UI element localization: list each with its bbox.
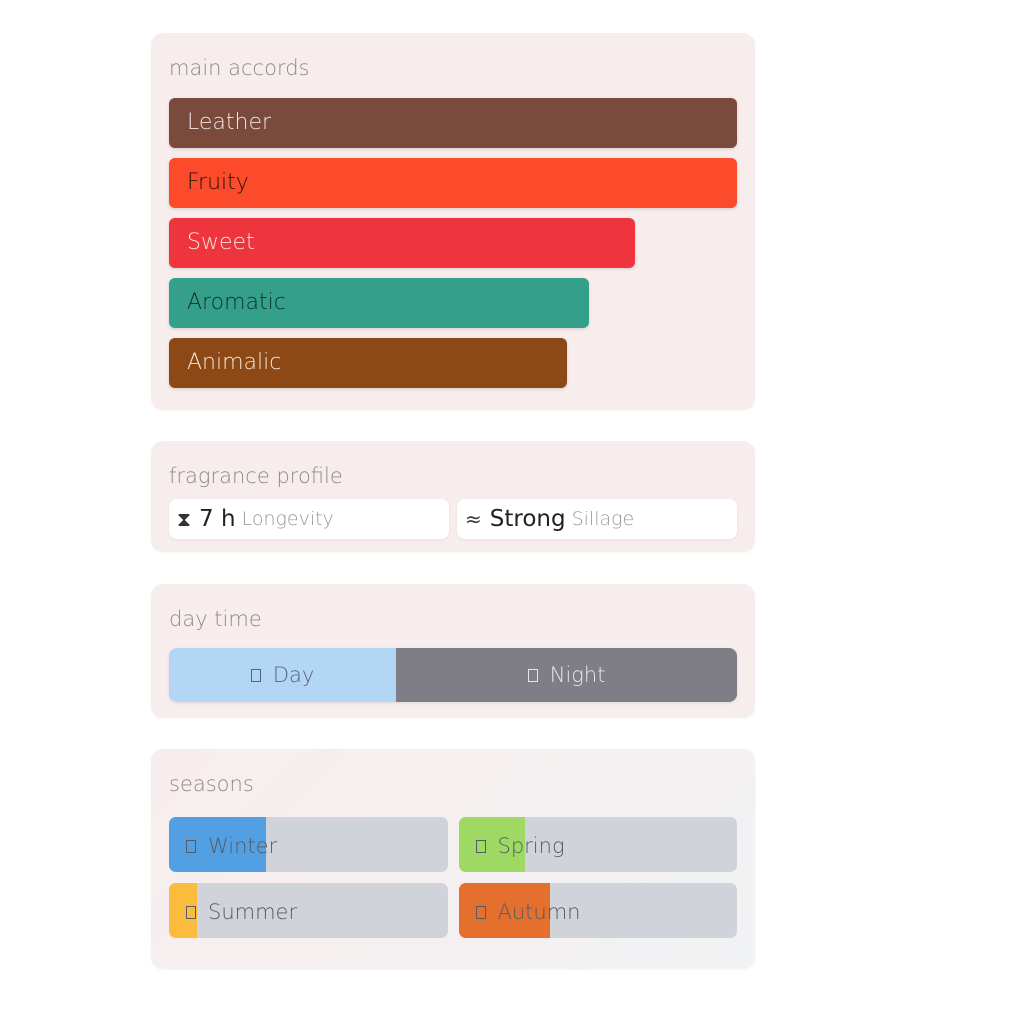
day-time-title: day time [169,607,262,631]
main-accords-card: main accords Leather Fruity Sweet Aromatic A… [151,33,755,410]
accords-list: Leather Fruity Sweet Aromatic Animalic [169,98,737,388]
day-night-bar: Day Night [169,648,737,702]
accord-bar-aromatic: Aromatic [169,278,590,328]
season-bar-spring: Spring [458,817,737,872]
season-bar-winter: Winter [169,817,448,872]
accord-bar-fruity: Fruity [169,158,737,208]
season-label: Summer [186,883,297,938]
fragrance-profile-title: fragrance profile [169,464,343,488]
sillage-value: Strong [489,506,566,532]
summer-icon [186,905,196,919]
season-label-text: Winter [208,834,278,858]
night-segment: Night [396,648,737,702]
winter-icon [186,839,196,853]
accord-bar-sweet: Sweet [169,218,635,268]
accord-bar-animalic: Animalic [169,338,567,388]
season-fill [458,817,526,872]
longevity-value: 7 h [199,506,236,532]
spring-icon [475,839,486,853]
longevity-label: Longevity [241,508,334,530]
fragrance-profile-card: fragrance profile ⧗ 7 h Longevity ≈ Stro… [151,441,755,552]
day-segment: Day [169,648,397,702]
night-label: Night [549,663,606,687]
seasons-title: seasons [169,772,254,796]
season-fill [169,817,267,872]
seasons-card: seasons Winter Spring Summer Autumn [151,749,755,969]
autumn-icon [475,905,486,919]
moon-icon [527,668,538,682]
season-label: Winter [186,817,277,872]
main-accords-title: main accords [169,56,310,80]
season-label-text: Autumn [497,900,581,924]
longevity-box: ⧗ 7 h Longevity [169,499,449,539]
season-bar-summer: Summer [169,883,448,938]
season-label-text: Spring [497,834,565,858]
season-fill [458,883,551,938]
accord-bar-leather: Leather [169,98,737,148]
season-label-text: Summer [208,900,298,924]
sillage-box: ≈ Strong Sillage [457,499,737,539]
day-time-card: day time Day Night [151,584,755,718]
day-label: Day [272,663,315,687]
hourglass-icon: ⧗ [177,507,192,531]
season-label: Autumn [475,883,581,938]
sillage-label: Sillage [571,508,635,530]
season-bar-autumn: Autumn [458,883,737,938]
season-label: Spring [475,817,565,872]
sun-icon [250,668,261,682]
seasons-grid: Winter Spring Summer Autumn [169,817,737,938]
season-fill [169,883,197,938]
waves-icon: ≈ [465,507,482,531]
